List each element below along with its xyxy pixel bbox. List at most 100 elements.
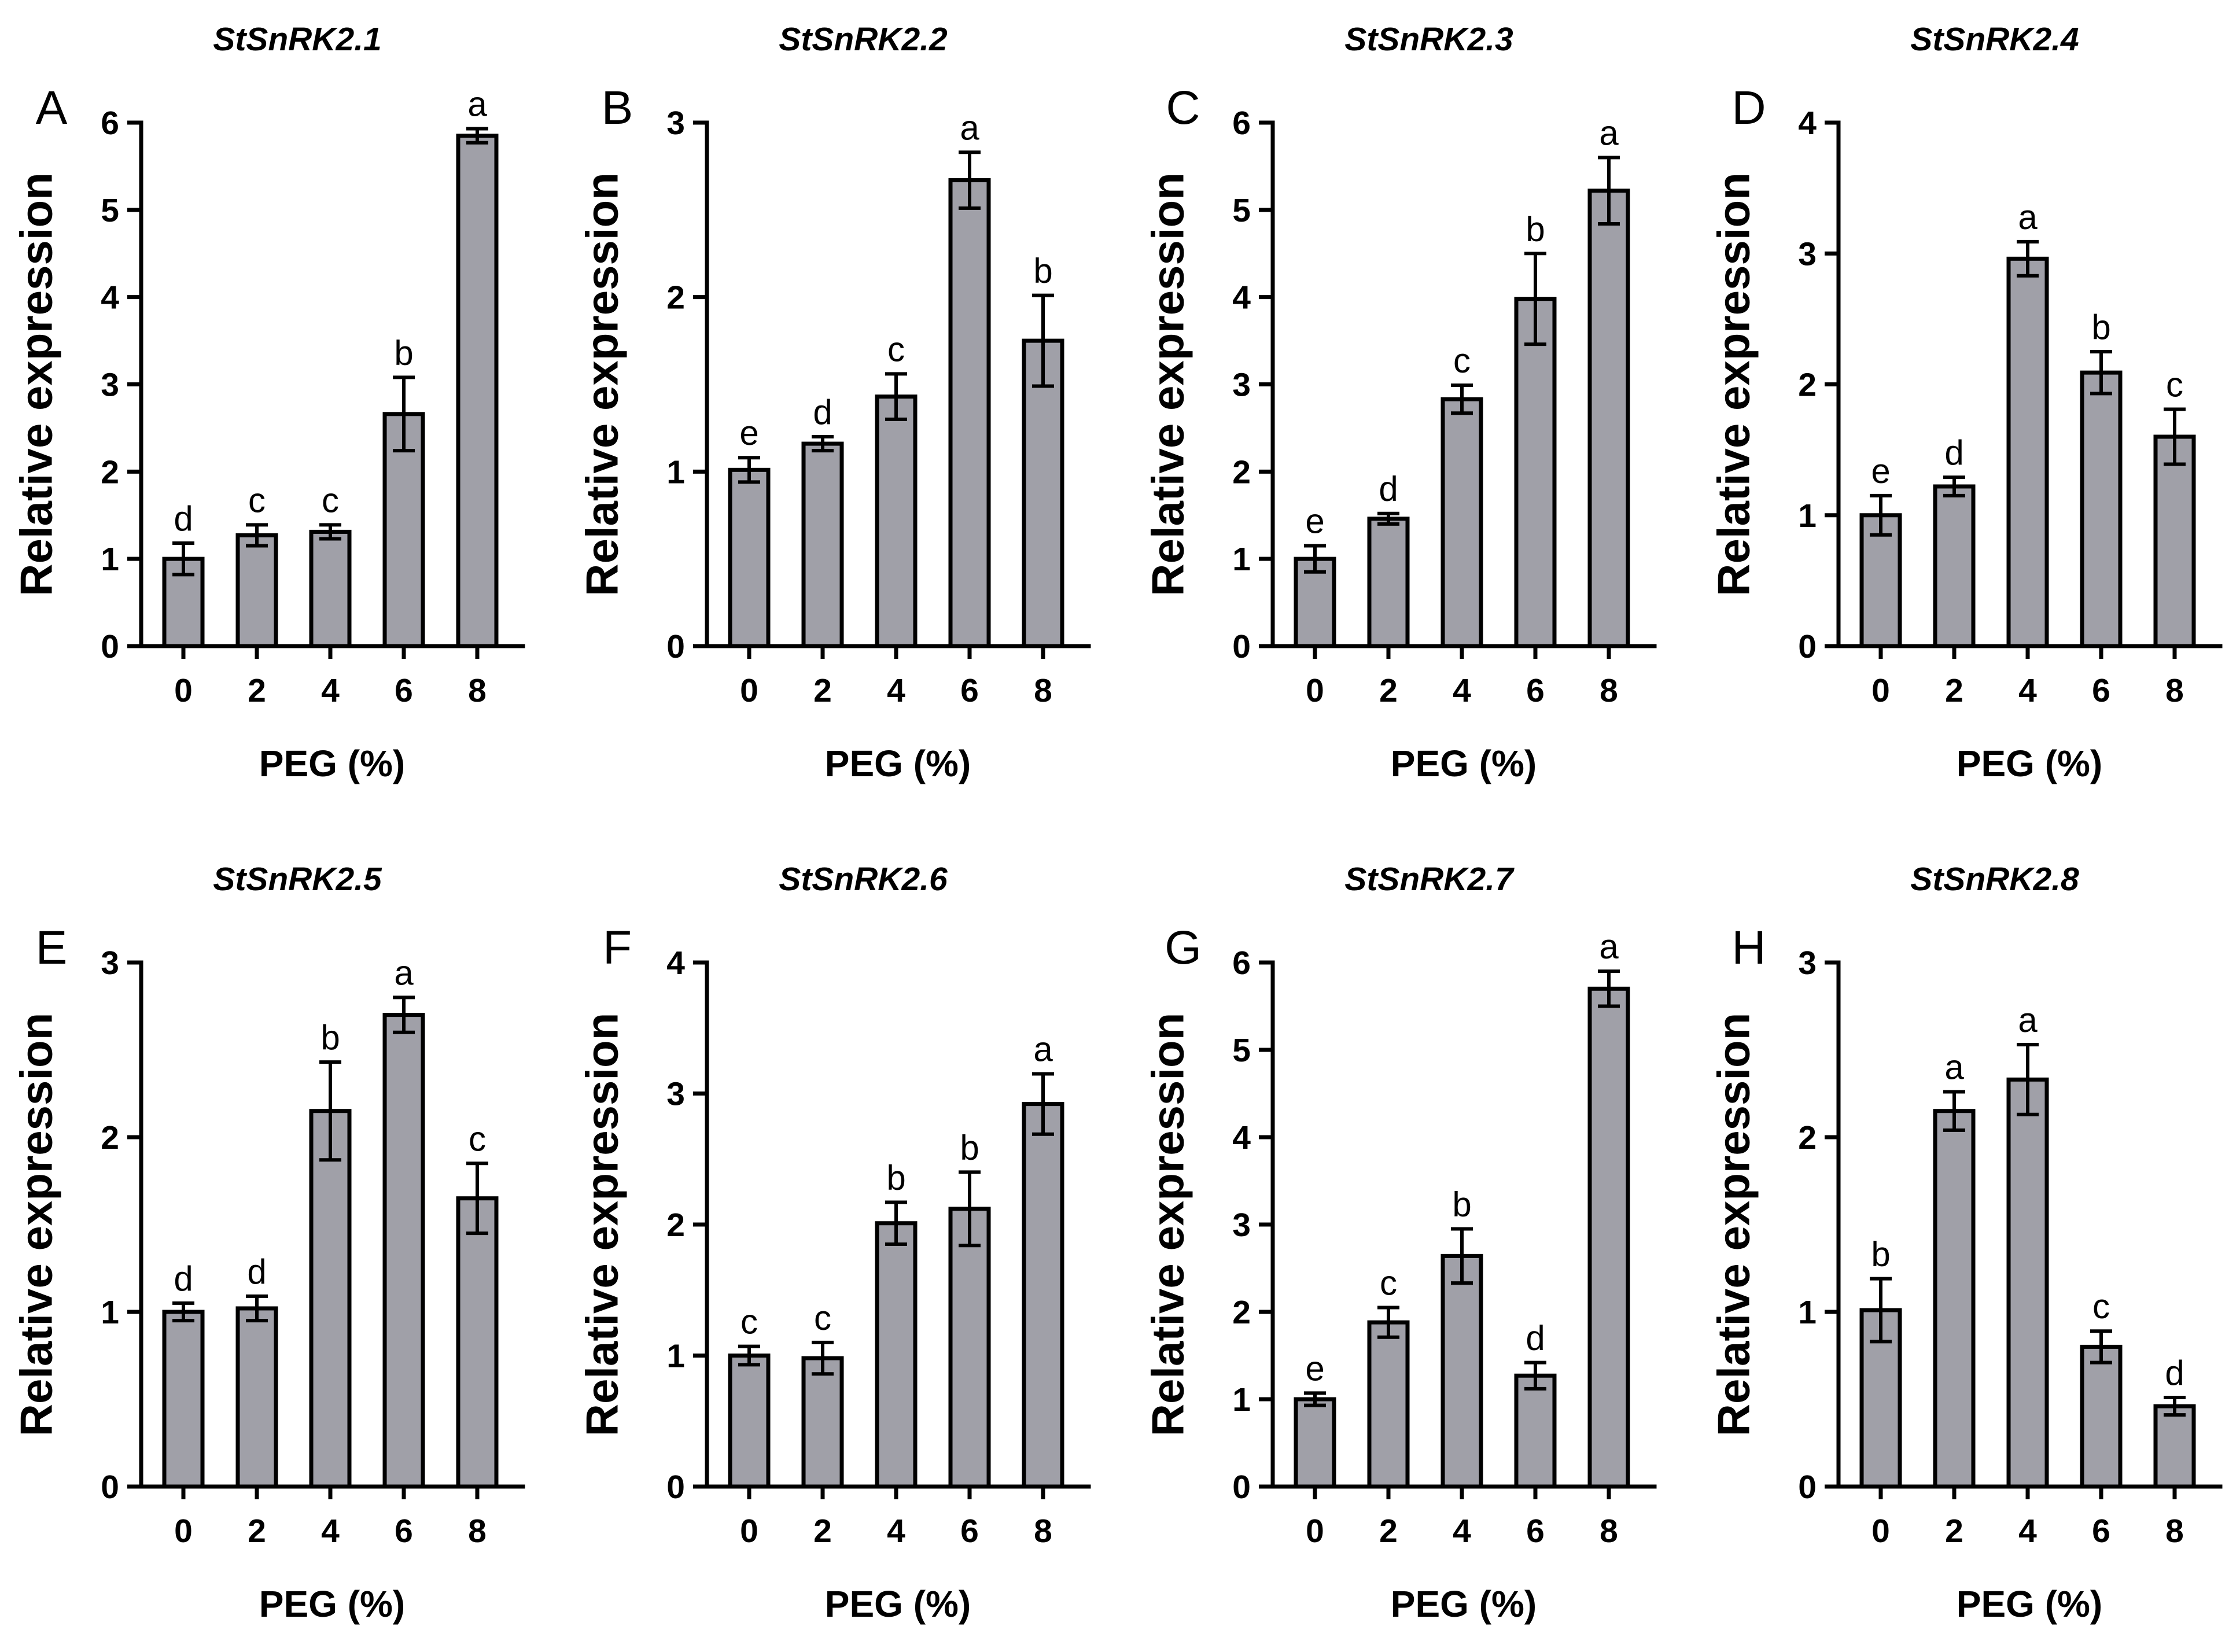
bar <box>875 1221 918 1489</box>
significance-letter: b <box>2091 308 2110 346</box>
y-tick-label: 5 <box>101 192 119 229</box>
bar <box>382 1013 425 1489</box>
significance-letter: d <box>247 1252 266 1291</box>
y-tick-label: 3 <box>1232 367 1251 404</box>
y-tick-label: 3 <box>1798 235 1817 272</box>
chart-title: StSnRK2.8 <box>1910 861 2079 898</box>
y-tick-label: 2 <box>1232 1294 1251 1331</box>
x-tick-label: 4 <box>321 672 340 709</box>
x-tick-label: 8 <box>2165 672 2184 709</box>
chart-title: StSnRK2.4 <box>1910 21 2079 58</box>
bar <box>728 467 771 648</box>
significance-letter: e <box>739 414 758 452</box>
chart-panel-f: StSnRK2.6 F Relative expression 0 1 2 3 4 c 0 c 2 b 4… <box>577 861 1091 1625</box>
y-tick-label: 4 <box>1232 1119 1251 1156</box>
x-tick-label: 2 <box>813 672 832 709</box>
bar <box>1587 189 1630 648</box>
bar <box>1294 1397 1336 1489</box>
y-tick-label: 0 <box>1798 628 1817 665</box>
bar <box>2153 434 2196 648</box>
significance-letter: a <box>2018 198 2038 237</box>
bar <box>162 1310 205 1489</box>
significance-letter: a <box>1033 1030 1053 1069</box>
y-tick-label: 4 <box>101 279 119 316</box>
y-axis-label: Relative expression <box>1143 172 1193 596</box>
x-tick-label: 0 <box>174 1513 193 1550</box>
y-tick-label: 5 <box>1232 1032 1251 1069</box>
x-tick-label: 0 <box>1871 672 1890 709</box>
x-tick-label: 8 <box>2165 1513 2184 1550</box>
panel-letter: F <box>603 921 632 974</box>
chart-panel-g: StSnRK2.7 G Relative expression 0 1 2 3 4 5 6 e 0 c 2… <box>1143 861 1657 1625</box>
y-tick-label: 3 <box>101 945 119 982</box>
bar <box>875 394 918 648</box>
y-tick-label: 2 <box>666 1207 685 1244</box>
x-axis-label: PEG (%) <box>825 743 971 784</box>
x-tick-label: 0 <box>1871 1513 1890 1550</box>
significance-letter: c <box>322 481 339 519</box>
y-tick-label: 1 <box>1798 497 1817 534</box>
axes <box>1270 120 1657 648</box>
x-tick-label: 2 <box>813 1513 832 1550</box>
x-axis-label: PEG (%) <box>1957 743 2102 784</box>
y-tick-label: 6 <box>101 105 119 142</box>
significance-letter: a <box>1599 113 1619 152</box>
bar <box>1587 986 1630 1489</box>
significance-letter: a <box>394 953 414 992</box>
x-tick-label: 0 <box>1306 672 1324 709</box>
significance-letter: a <box>1944 1048 1964 1086</box>
chart-title: StSnRK2.5 <box>213 861 382 898</box>
bar <box>456 134 499 648</box>
x-axis-label: PEG (%) <box>259 1583 405 1625</box>
bar <box>2153 1404 2196 1489</box>
y-tick-label: 0 <box>666 628 685 665</box>
significance-letter: c <box>469 1119 486 1158</box>
significance-letter: b <box>1033 252 1052 290</box>
x-tick-label: 4 <box>2018 672 2037 709</box>
y-tick-label: 2 <box>101 1119 119 1156</box>
x-axis-label: PEG (%) <box>1391 743 1537 784</box>
significance-letter: c <box>814 1299 831 1337</box>
significance-letter: a <box>1599 927 1619 966</box>
bar <box>2080 370 2123 648</box>
bar <box>2006 1077 2049 1489</box>
x-tick-label: 0 <box>1306 1513 1324 1550</box>
x-tick-label: 8 <box>1600 672 1618 709</box>
y-tick-label: 2 <box>1232 453 1251 491</box>
y-tick-label: 2 <box>101 453 119 491</box>
bar <box>309 1109 352 1489</box>
chart-panel-e: StSnRK2.5 E Relative expression 0 1 2 3 d 0 d 2 b 4 a… <box>11 861 525 1625</box>
axes <box>705 120 1091 648</box>
bar <box>1367 1320 1410 1489</box>
panel-letter: A <box>36 82 68 134</box>
significance-letter: b <box>320 1018 340 1057</box>
significance-letter: a <box>960 108 979 147</box>
y-axis-label: Relative expression <box>1708 172 1759 596</box>
y-tick-label: 1 <box>101 541 119 578</box>
significance-letter: d <box>2165 1354 2184 1392</box>
y-tick-label: 6 <box>1232 105 1251 142</box>
x-tick-label: 6 <box>1526 672 1545 709</box>
x-tick-label: 6 <box>960 1513 979 1550</box>
x-tick-label: 4 <box>321 1513 340 1550</box>
panel-letter: B <box>602 82 633 134</box>
x-axis-label: PEG (%) <box>1391 1583 1537 1625</box>
x-tick-label: 0 <box>174 672 193 709</box>
bar <box>1933 1109 1976 1489</box>
y-axis-label: Relative expression <box>11 172 62 596</box>
y-tick-label: 4 <box>1232 279 1251 316</box>
significance-letter: c <box>887 330 905 368</box>
significance-letter: c <box>248 481 266 519</box>
significance-letter: b <box>1871 1235 1890 1274</box>
y-tick-label: 0 <box>666 1469 685 1506</box>
significance-letter: d <box>1944 433 1963 472</box>
y-axis-label: Relative expression <box>577 1013 628 1437</box>
x-tick-label: 0 <box>740 672 758 709</box>
significance-letter: d <box>813 393 832 432</box>
x-tick-label: 2 <box>1379 672 1398 709</box>
significance-letter: b <box>1452 1185 1471 1224</box>
x-axis-label: PEG (%) <box>259 743 405 784</box>
axes <box>1836 120 2223 648</box>
x-tick-label: 6 <box>1526 1513 1545 1550</box>
x-tick-label: 4 <box>1453 1513 1471 1550</box>
